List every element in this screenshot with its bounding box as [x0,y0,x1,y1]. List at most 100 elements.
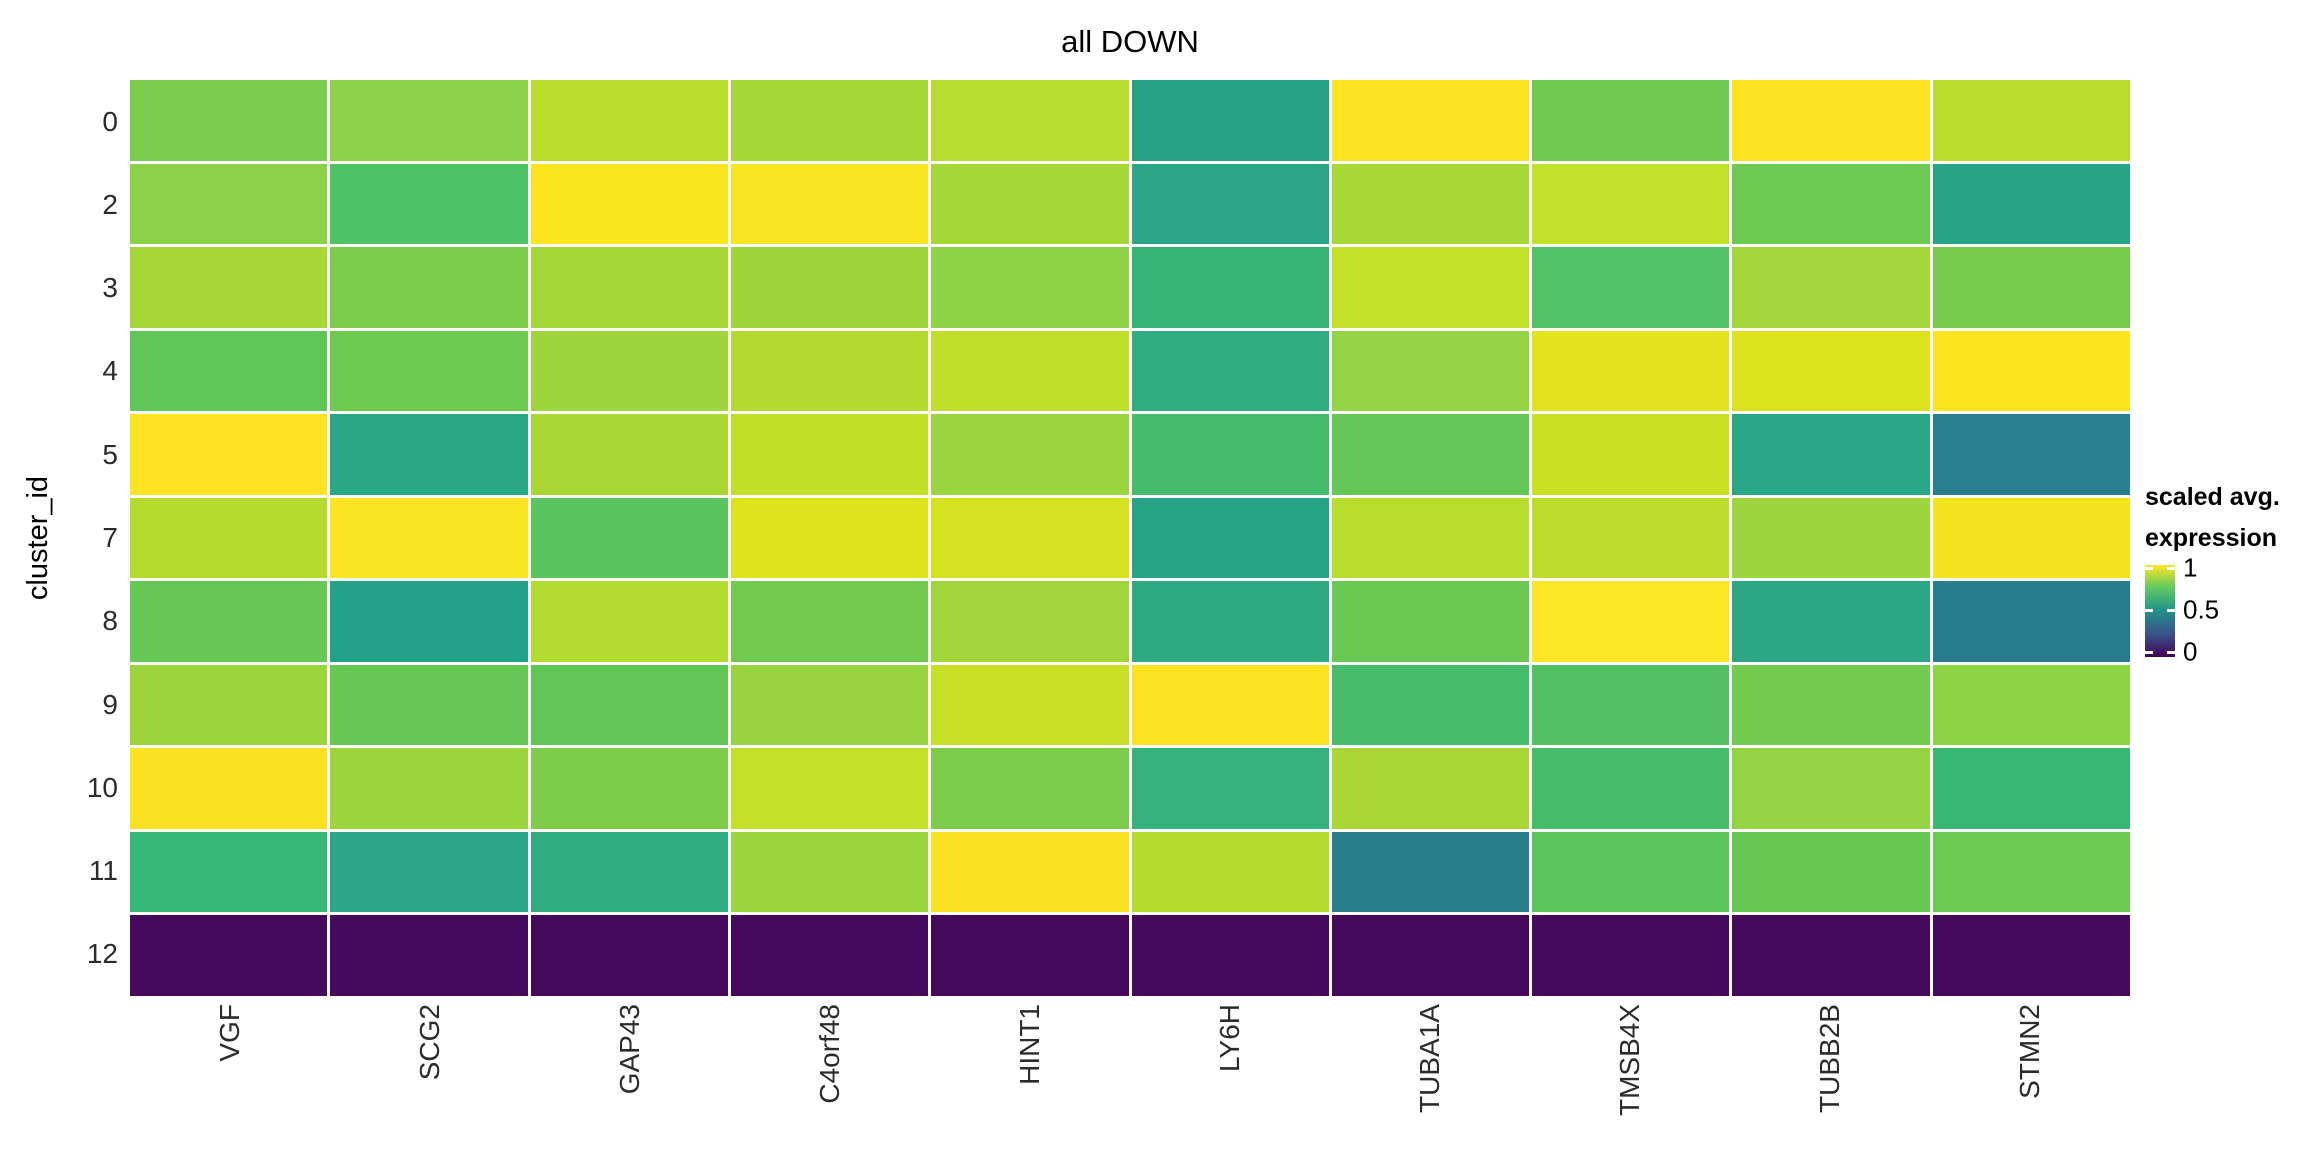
legend-title-line1: scaled avg. [2145,483,2280,511]
y-tick-label: 4 [102,355,118,387]
heatmap-cell [1732,247,1930,328]
y-tick-label: 3 [102,272,118,304]
heatmap-cell [130,414,328,495]
heatmap-cell [130,581,328,662]
heatmap-cell [1331,247,1530,328]
heatmap-cell [1331,748,1530,829]
heatmap-cell [1131,915,1329,996]
heatmap-cell [130,748,328,829]
heatmap-cell [1732,414,1930,495]
heatmap-cell [1532,247,1730,328]
legend: scaled avg. expression 1 0.5 0 [2143,480,2303,720]
heatmap-cell [1131,414,1329,495]
heatmap-cell [1732,80,1930,161]
y-tick-label: 8 [102,605,118,637]
y-tick-label: 0 [102,105,118,137]
x-tick-label: GAP43 [614,1004,645,1095]
heatmap-cell [530,414,728,495]
heatmap-cell [730,831,929,913]
heatmap-cell [1131,80,1329,161]
heatmap-cell [730,664,929,746]
heatmap-cell [1532,80,1730,161]
heatmap-cell [730,80,929,161]
heatmap-cell [1532,748,1730,829]
x-tick-label: C4orf48 [814,1004,845,1104]
heatmap-cell [1331,831,1530,913]
heatmap-cell [730,748,929,829]
heatmap-cell [1932,664,2130,746]
heatmap-cell [330,163,528,245]
y-tick-label: 9 [102,688,118,720]
heatmap-cell [330,915,528,996]
heatmap-cell [931,581,1129,662]
heatmap-cell [1331,915,1530,996]
heatmap-cell [730,330,929,412]
y-tick-label: 5 [102,438,118,470]
x-tick-label: STMN2 [2014,1004,2045,1099]
heatmap-cell [1331,497,1530,579]
heatmap-cell [1331,80,1530,161]
colorbar-tick [2167,609,2175,612]
heatmap-cell [730,414,929,495]
heatmap-cell [330,748,528,829]
heatmap-cell [1131,330,1329,412]
y-tick-label: 7 [102,521,118,553]
heatmap-cell [530,497,728,579]
x-tick-label: TUBA1A [1414,1004,1445,1113]
heatmap-cell [1131,163,1329,245]
heatmap-cell [1331,581,1530,662]
heatmap-cell [931,163,1129,245]
legend-colorbar [2145,565,2175,657]
heatmap-cell [1732,748,1930,829]
heatmap-cell [130,497,328,579]
heatmap-cell [1532,664,1730,746]
heatmap-cell [1131,664,1329,746]
colorbar-tick [2145,651,2153,654]
heatmap-cell [130,163,328,245]
heatmap-cell [1932,831,2130,913]
heatmap-cell [1932,497,2130,579]
x-tick-label: LY6H [1214,1004,1245,1072]
heatmap-cell [1131,581,1329,662]
heatmap-cell [1331,414,1530,495]
heatmap-cell [1331,330,1530,412]
colorbar-tick-label: 0 [2183,636,2198,667]
colorbar-tick [2145,567,2153,570]
heatmap-cell [530,247,728,328]
heatmap-cell [1732,581,1930,662]
x-tick-label: SCG2 [414,1004,445,1081]
heatmap-cell [330,664,528,746]
heatmap-cell [1932,915,2130,996]
x-tick-label: HINT1 [1014,1004,1045,1085]
colorbar-tick [2167,567,2175,570]
heatmap-cell [330,831,528,913]
heatmap-cell [931,497,1129,579]
heatmap-cell [931,664,1129,746]
heatmap-cell [1732,915,1930,996]
heatmap-cell [330,581,528,662]
heatmap-grid [130,80,2130,996]
heatmap-cell [330,247,528,328]
heatmap-cell [330,414,528,495]
heatmap-cell [1932,80,2130,161]
y-tick-label: 2 [102,188,118,220]
heatmap-cell [931,414,1129,495]
heatmap-cell [730,581,929,662]
heatmap-cell [730,247,929,328]
heatmap-cell [1331,664,1530,746]
heatmap-cell [130,330,328,412]
colorbar-tick-label: 0.5 [2183,594,2220,625]
heatmap-cell [931,748,1129,829]
heatmap-cell [1131,497,1329,579]
heatmap-cell [1532,414,1730,495]
heatmap-cell [730,915,929,996]
legend-title-line2: expression [2145,524,2278,552]
heatmap-cell [530,80,728,161]
heatmap-cell [530,831,728,913]
heatmap-cell [1932,581,2130,662]
heatmap-cell [1932,414,2130,495]
heatmap-cell [330,330,528,412]
heatmap-cell [1732,831,1930,913]
colorbar-tick-label: 1 [2183,552,2198,583]
